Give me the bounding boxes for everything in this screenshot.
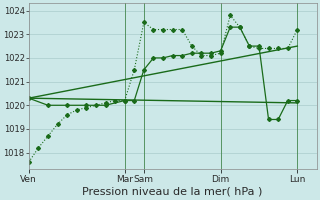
X-axis label: Pression niveau de la mer( hPa ): Pression niveau de la mer( hPa ) (83, 187, 263, 197)
